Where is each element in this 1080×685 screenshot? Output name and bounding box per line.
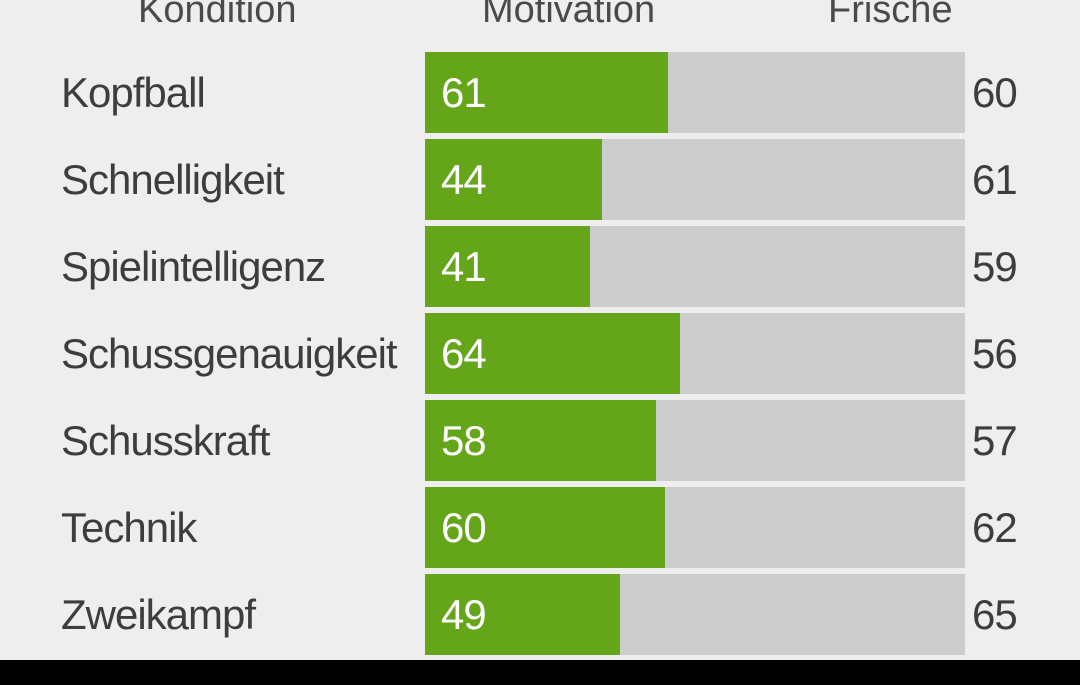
skill-value: 44 [441,156,487,203]
skill-label: Technik [61,504,197,551]
skill-value: 58 [441,417,487,464]
skill-side-value: 59 [972,243,1018,290]
header-motivation-label: Motivation [482,0,656,31]
skill-bar: 49 [425,574,965,655]
skill-bar: 44 [425,139,965,220]
system-navigation-bar [0,660,1080,685]
skill-row-technik: Technik 60 62 [0,487,1080,568]
skill-side-value: 56 [972,330,1018,377]
skill-side-value: 60 [972,69,1018,116]
skill-list: Kopfball 61 60 Schnelligkeit 44 61 Spiel… [0,52,1080,661]
skill-label: Spielintelligenz [61,243,326,290]
skill-side-value: 57 [972,417,1018,464]
skill-row-zweikampf: Zweikampf 49 65 [0,574,1080,655]
skill-bar-fill [425,574,620,655]
skill-bar-fill [425,313,680,394]
skill-bar-fill [425,226,591,307]
skill-row-schnelligkeit: Schnelligkeit 44 61 [0,139,1080,220]
skill-label: Schusskraft [61,417,270,464]
header-kondition-label: Kondition [138,0,297,31]
skill-bar: 58 [425,400,965,481]
skill-value: 64 [441,330,487,377]
skill-label: Schnelligkeit [61,156,285,203]
skill-bar-fill [425,487,665,568]
skill-value: 49 [441,591,487,638]
skill-side-value: 61 [972,156,1018,203]
skill-row-spielintelligenz: Spielintelligenz 41 59 [0,226,1080,307]
skill-bar-fill [425,52,668,133]
skill-row-kopfball: Kopfball 61 60 [0,52,1080,133]
skill-value: 60 [441,504,487,551]
skill-value: 61 [441,69,487,116]
skill-row-schusskraft: Schusskraft 58 57 [0,400,1080,481]
stats-header: Kondition Motivation Frische [0,0,1080,32]
skill-bar-fill [425,139,603,220]
skill-side-value: 65 [972,591,1018,638]
skill-bar: 64 [425,313,965,394]
skill-label: Kopfball [61,69,206,116]
skill-bar: 61 [425,52,965,133]
header-frische-label: Frische [828,0,953,31]
skill-side-value: 62 [972,504,1018,551]
skill-label: Zweikampf [61,591,256,638]
skill-bar-fill [425,400,657,481]
skill-bar: 60 [425,487,965,568]
skill-label: Schussgenauigkeit [61,330,398,377]
skill-row-schussgenauigkeit: Schussgenauigkeit 64 56 [0,313,1080,394]
skill-value: 41 [441,243,487,290]
skill-bar: 41 [425,226,965,307]
